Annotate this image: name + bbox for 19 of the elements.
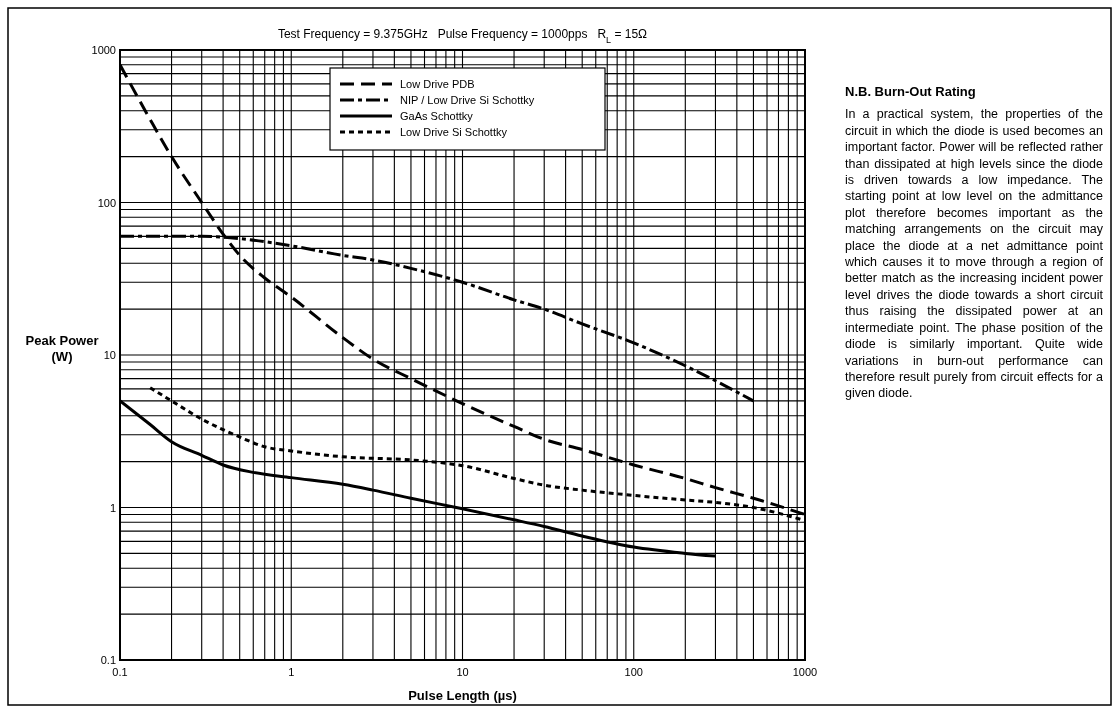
x-tick-label: 10	[456, 666, 469, 678]
legend-label: Low Drive Si Schottky	[400, 126, 508, 138]
x-axis-title: Pulse Length (µs)	[408, 688, 517, 703]
legend-label: Low Drive PDB	[400, 78, 475, 90]
x-tick-label: 0.1	[112, 666, 128, 678]
y-tick-label: 0.1	[100, 654, 116, 666]
y-axis-title: Peak Power (W)	[25, 333, 99, 364]
y-tick-label: 10	[103, 349, 116, 361]
legend-label: GaAs Schottky	[400, 110, 474, 122]
legend-label: NIP / Low Drive Si Schottky	[400, 94, 535, 106]
chart-title: Test Frequency = 9.375GHz Pulse Frequency = 1000pps R$_{L}$ = 15Ω	[277, 27, 648, 45]
x-tick-label: 1000	[792, 666, 818, 678]
text: In a practical system, the properties of the circuit in which the diode is used becomes an important factor. Power will be reflected rather than dissipated at high levels since the diode is driven towards a low impedance. The starting point at low level on the admittance plot therefore becomes important as the matching arrangements on the circuit may place the diode at a net admittance point which causes it to move through a region of better match as the increasing incident power level drives the diode towards a short circuit thus raising the dissipated power at an intermediate point. The phase position of the diode is similarly important. Quite wide variations in burn-out performance can therefore result purely from circuit effects for a given diode.	[845, 107, 1103, 401]
x-tick-label: 1	[288, 666, 295, 678]
text: N.B. Burn-Out Rating	[845, 84, 977, 101]
y-tick-label: 1	[109, 501, 116, 514]
y-tick-label: 100	[97, 196, 116, 209]
x-tick-label: 100	[624, 666, 643, 678]
y-tick-label: 1000	[91, 44, 116, 56]
